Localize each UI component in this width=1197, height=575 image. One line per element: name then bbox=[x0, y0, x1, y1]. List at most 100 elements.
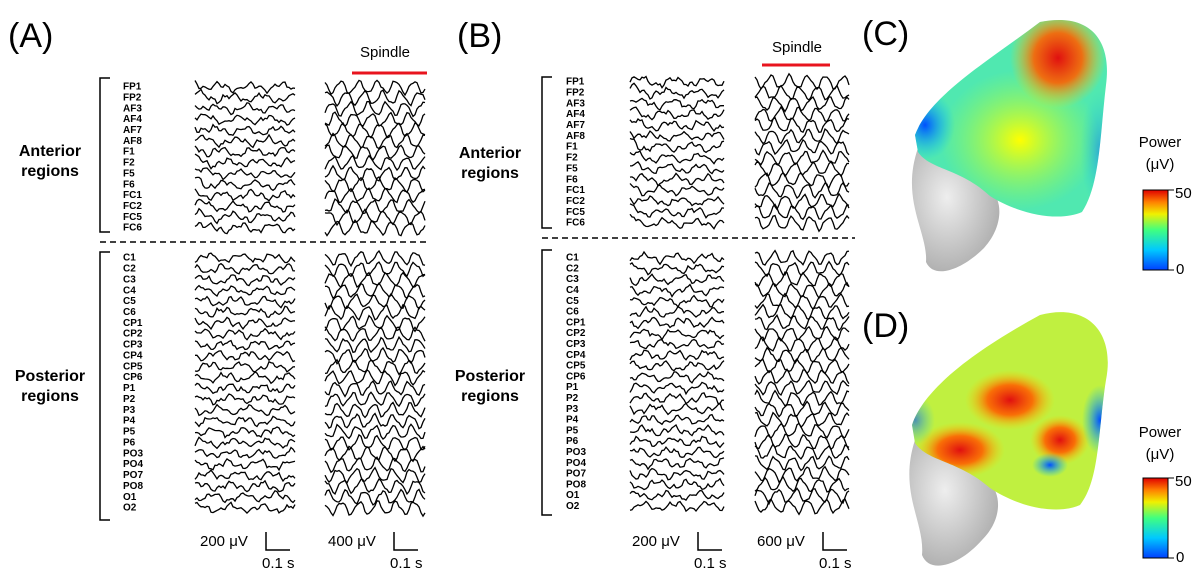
eeg-trace bbox=[754, 192, 850, 211]
eeg-trace bbox=[324, 477, 426, 496]
channel-label: FC2 bbox=[566, 196, 585, 207]
eeg-trace bbox=[324, 500, 426, 518]
scale-time: 0.1 s bbox=[694, 555, 727, 572]
eeg-trace bbox=[195, 350, 296, 363]
eeg-trace bbox=[629, 500, 725, 513]
eeg-trace bbox=[194, 207, 296, 225]
group-label: regions bbox=[461, 388, 519, 405]
eeg-trace bbox=[324, 154, 426, 172]
eeg-trace bbox=[194, 501, 296, 515]
eeg-trace bbox=[629, 183, 725, 197]
eeg-trace bbox=[324, 456, 426, 474]
eeg-trace bbox=[194, 305, 296, 319]
channel-label: C1 bbox=[566, 253, 579, 264]
eeg-trace bbox=[629, 477, 725, 491]
eeg-trace bbox=[754, 411, 850, 429]
channel-label: FC1 bbox=[123, 190, 142, 201]
eeg-trace bbox=[194, 316, 296, 331]
eeg-trace bbox=[324, 326, 426, 342]
eeg-trace bbox=[629, 294, 725, 309]
channel-label: C4 bbox=[123, 285, 136, 296]
eeg-trace bbox=[194, 153, 296, 170]
scale-time: 0.1 s bbox=[390, 555, 423, 572]
channel-label: P5 bbox=[123, 427, 136, 438]
eeg-trace bbox=[194, 80, 296, 95]
eeg-trace bbox=[629, 161, 725, 175]
eeg-trace bbox=[194, 403, 296, 417]
channel-label: CP4 bbox=[566, 350, 586, 361]
eeg-trace bbox=[194, 436, 296, 450]
channel-label: CP5 bbox=[566, 361, 586, 372]
eeg-trace bbox=[324, 79, 426, 97]
channel-label: FP2 bbox=[566, 87, 585, 98]
eeg-trace bbox=[194, 339, 296, 351]
eeg-trace bbox=[754, 475, 850, 493]
eeg-trace bbox=[754, 389, 850, 407]
eeg-trace bbox=[754, 271, 850, 288]
channel-label: CP4 bbox=[123, 350, 143, 361]
eeg-trace bbox=[754, 128, 850, 145]
eeg-trace bbox=[194, 123, 296, 136]
colorbar-title: Power bbox=[1139, 424, 1182, 441]
channel-label: AF7 bbox=[123, 125, 142, 136]
eeg-trace bbox=[629, 338, 725, 350]
group-label: regions bbox=[461, 165, 519, 182]
channel-label: CP1 bbox=[566, 317, 586, 328]
eeg-trace bbox=[324, 445, 426, 463]
eeg-trace bbox=[324, 358, 426, 376]
channel-label: PO7 bbox=[123, 470, 143, 481]
scale-amplitude: 600 μV bbox=[757, 533, 805, 550]
channel-label: FC6 bbox=[566, 218, 585, 229]
eeg-trace bbox=[324, 132, 426, 150]
bracket bbox=[541, 249, 552, 516]
eeg-trace bbox=[629, 446, 725, 459]
channel-label: P4 bbox=[123, 416, 136, 427]
channel-label: P1 bbox=[123, 383, 136, 394]
eeg-trace bbox=[754, 368, 850, 385]
eeg-trace bbox=[629, 370, 725, 384]
channel-label: C3 bbox=[123, 274, 136, 285]
channel-label: P2 bbox=[123, 394, 136, 405]
group-label: Posterior bbox=[455, 368, 525, 385]
colorbar-min: 0 bbox=[1176, 549, 1184, 566]
eeg-trace bbox=[754, 443, 850, 460]
channel-label: PO8 bbox=[566, 479, 586, 490]
eeg-trace bbox=[194, 360, 296, 373]
eeg-trace bbox=[194, 370, 296, 385]
channel-label: FP1 bbox=[123, 82, 142, 93]
channel-label: P2 bbox=[566, 393, 579, 404]
eeg-trace bbox=[194, 102, 296, 116]
eeg-trace bbox=[754, 498, 850, 516]
brain-map bbox=[909, 312, 1108, 566]
eeg-trace bbox=[194, 479, 296, 493]
scale-time: 0.1 s bbox=[262, 555, 295, 572]
eeg-trace bbox=[324, 261, 426, 278]
colorbar-max: 50 bbox=[1175, 473, 1192, 490]
channel-label: FP1 bbox=[566, 77, 585, 88]
eeg-trace bbox=[754, 303, 850, 321]
eeg-trace bbox=[629, 118, 725, 133]
eeg-trace bbox=[629, 82, 725, 100]
eeg-trace bbox=[324, 335, 426, 354]
eeg-trace bbox=[629, 75, 725, 89]
eeg-trace bbox=[194, 188, 296, 202]
eeg-trace bbox=[754, 214, 850, 233]
channel-label: PO3 bbox=[566, 447, 586, 458]
eeg-trace bbox=[629, 467, 725, 481]
channel-label: FC1 bbox=[566, 185, 585, 196]
channel-label: CP5 bbox=[123, 361, 143, 372]
channel-label: P5 bbox=[566, 425, 579, 436]
eeg-trace bbox=[194, 415, 296, 428]
channel-label: F5 bbox=[566, 163, 578, 174]
eeg-trace bbox=[324, 368, 426, 387]
eeg-trace bbox=[629, 305, 725, 318]
eeg-trace bbox=[194, 133, 296, 149]
channel-label: C5 bbox=[566, 296, 579, 307]
channel-label: O2 bbox=[566, 501, 580, 512]
channel-label: P1 bbox=[566, 382, 579, 393]
eeg-trace bbox=[324, 412, 426, 430]
eeg-trace bbox=[754, 325, 850, 342]
eeg-trace bbox=[629, 261, 725, 276]
eeg-trace bbox=[324, 488, 426, 506]
panel-label: (A) bbox=[8, 17, 53, 55]
